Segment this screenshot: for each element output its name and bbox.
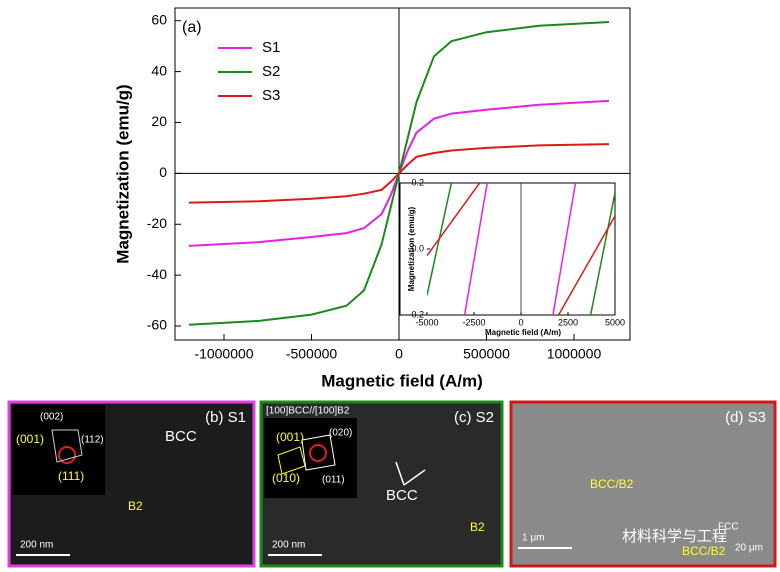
y-axis-title: Magnetization (emu/g) bbox=[113, 84, 132, 263]
y-tick-label: -0.2 bbox=[408, 309, 424, 319]
label: (011) bbox=[322, 475, 345, 486]
label: BCC bbox=[165, 428, 197, 445]
label: (111) bbox=[58, 469, 84, 483]
y-tick-label: 40 bbox=[151, 62, 167, 78]
inset-frame bbox=[399, 182, 616, 316]
label: BCC/B2 bbox=[590, 477, 634, 491]
inset-x-title: Magnetic field (A/m) bbox=[485, 328, 561, 337]
label: B2 bbox=[470, 520, 485, 534]
plot-frame bbox=[174, 7, 631, 341]
x-tick-label: -1000000 bbox=[194, 346, 253, 362]
series-line bbox=[427, 183, 615, 315]
pattern bbox=[51, 429, 83, 463]
arrow bbox=[403, 469, 426, 486]
label: 200 nm bbox=[272, 540, 305, 551]
label: FCC bbox=[718, 522, 739, 533]
x-tick-label: 1000000 bbox=[547, 346, 602, 362]
x-tick-label: -500000 bbox=[286, 346, 338, 362]
panel-b: (b) S1 BCC B2 200 nm (002) (112) (001) (… bbox=[7, 400, 256, 568]
arrow bbox=[395, 461, 405, 486]
label: 1 μm bbox=[522, 533, 544, 544]
x-tick-label: 5000 bbox=[605, 317, 625, 327]
marker bbox=[58, 446, 76, 464]
legend-label: S1 bbox=[262, 39, 280, 56]
series-line bbox=[463, 183, 577, 315]
label: BCC/B2 bbox=[682, 544, 726, 558]
x-tick-label: 500000 bbox=[463, 346, 510, 362]
diffraction-inset bbox=[264, 418, 357, 498]
pattern bbox=[301, 434, 336, 471]
label: (001) bbox=[276, 430, 304, 444]
y-tick-label: -60 bbox=[147, 317, 167, 333]
label: (112) bbox=[81, 435, 104, 446]
label: (020) bbox=[329, 428, 352, 439]
label: (001) bbox=[16, 432, 44, 446]
inset-y-title: Magnetization (emu/g) bbox=[407, 206, 416, 291]
y-tick-label: 0.2 bbox=[411, 177, 424, 187]
panel-title: (c) S2 bbox=[454, 409, 494, 426]
x-tick-label: 0 bbox=[395, 346, 403, 362]
legend-label: S3 bbox=[262, 87, 280, 104]
watermark: 材料科学与工程 bbox=[622, 528, 727, 545]
label: (002) bbox=[40, 412, 63, 423]
x-axis-title: Magnetic field (A/m) bbox=[321, 371, 483, 390]
y-tick-label: 20 bbox=[151, 113, 167, 129]
pattern bbox=[277, 446, 306, 475]
x-tick-label: -2500 bbox=[462, 317, 485, 327]
y-tick-label: 60 bbox=[151, 11, 167, 27]
label: BCC bbox=[386, 487, 418, 504]
series-line bbox=[188, 143, 610, 204]
y-tick-label: -40 bbox=[147, 266, 167, 282]
legend-label: S2 bbox=[262, 63, 280, 80]
panel-c: (c) S2 [100]BCC//[100]B2 (001) (020) (01… bbox=[259, 400, 504, 568]
micrograph bbox=[509, 400, 777, 568]
panel-label: (a) bbox=[182, 19, 202, 36]
panel-title: (d) S3 bbox=[725, 409, 766, 426]
label: [100]BCC//[100]B2 bbox=[266, 406, 350, 417]
y-tick-label: 0.0 bbox=[411, 243, 424, 253]
diffraction-inset bbox=[12, 405, 105, 495]
panel-title: (b) S1 bbox=[205, 409, 246, 426]
marker bbox=[309, 444, 327, 462]
y-tick-label: -20 bbox=[147, 215, 167, 231]
label: 20 μm bbox=[735, 543, 763, 554]
y-tick-label: 0 bbox=[159, 164, 167, 180]
label: B2 bbox=[128, 499, 143, 513]
label: 200 nm bbox=[20, 540, 53, 551]
x-tick-label: 2500 bbox=[558, 317, 578, 327]
x-tick-label: 0 bbox=[518, 317, 523, 327]
panel-d: (d) S3 BCC/B2 1 μm 材料科学与工程 FCC BCC/B2 20… bbox=[509, 400, 777, 568]
x-tick-label: -5000 bbox=[415, 317, 438, 327]
label: (010) bbox=[272, 471, 300, 485]
